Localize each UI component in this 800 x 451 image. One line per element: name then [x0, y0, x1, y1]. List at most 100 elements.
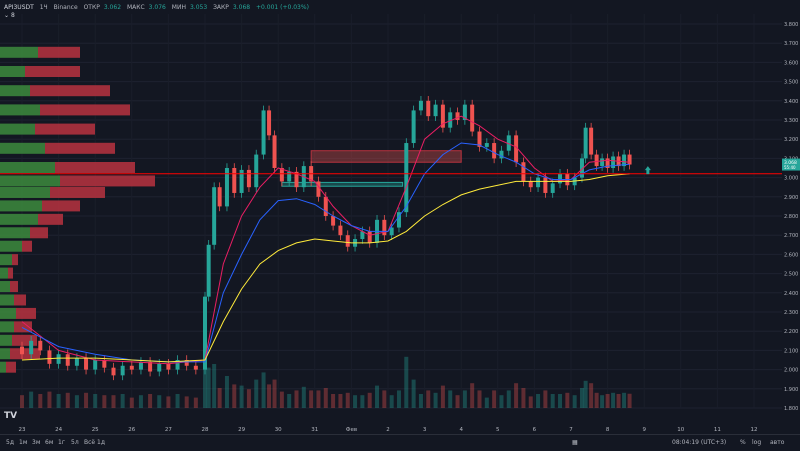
volume-bar — [367, 392, 372, 408]
volume-bar — [138, 395, 143, 408]
profile-up-bar — [0, 227, 30, 239]
y-tick-label: 3.600 — [784, 60, 798, 66]
profile-up-bar — [0, 213, 38, 225]
volume-bar — [492, 390, 497, 408]
volume-bar — [411, 379, 416, 408]
candle-body — [65, 354, 70, 366]
candle-body — [622, 154, 627, 167]
auto-toggle[interactable]: авто — [770, 439, 785, 446]
candle-body — [294, 171, 299, 188]
candle-body — [224, 168, 229, 207]
ma-blue-line — [21, 142, 630, 363]
y-tick-label: 1.900 — [784, 387, 798, 393]
profile-down-bar — [25, 66, 80, 77]
timeframe-button[interactable]: 1г — [58, 439, 65, 446]
volume-bar — [484, 397, 489, 408]
volume-bar — [594, 392, 599, 408]
volume-bar — [74, 395, 79, 408]
profile-up-bar — [0, 46, 38, 58]
tradingview-logo[interactable]: TV — [4, 411, 18, 421]
timeframe-button[interactable]: 5л — [71, 439, 79, 446]
volume-bar — [550, 394, 555, 408]
timeframe-button[interactable]: 6м — [45, 439, 54, 446]
clock-text[interactable]: 08:04:19 (UTC+3) — [672, 439, 727, 446]
volume-bar — [157, 395, 162, 408]
candle-body — [514, 135, 519, 163]
candle-body — [38, 340, 43, 351]
volume-bar — [239, 385, 244, 408]
calendar-icon[interactable]: ▦ — [572, 439, 578, 446]
profile-up-bar — [0, 348, 10, 360]
timeframe-button[interactable]: 3м — [32, 439, 41, 446]
x-tick-label: 7 — [569, 427, 573, 433]
candle-body — [93, 360, 98, 370]
timeframe-button[interactable]: 5д — [6, 439, 14, 446]
volume-bar — [440, 385, 445, 408]
percent-toggle[interactable]: % — [740, 439, 746, 446]
chevron-down-icon[interactable]: ⌄ — [4, 12, 10, 19]
volume-bar — [605, 394, 610, 408]
y-tick-label: 3.700 — [784, 41, 798, 47]
x-tick-label: 24 — [55, 427, 62, 433]
profile-up-bar — [0, 104, 40, 116]
volume-bar — [301, 386, 306, 408]
symbol[interactable]: API3USDT — [4, 4, 34, 11]
volume-bar — [514, 383, 519, 408]
profile-down-bar — [40, 104, 130, 116]
candle-body — [484, 143, 489, 147]
volume-bar — [499, 395, 504, 408]
volume-bar — [433, 392, 438, 408]
volume-bar — [212, 364, 217, 408]
candle-body — [138, 361, 143, 370]
high-label: МАКС — [126, 4, 145, 11]
candle-body — [261, 110, 266, 155]
candle-body — [84, 358, 89, 370]
timeframe-button[interactable]: Всё — [84, 439, 96, 446]
low-value: 3.053 — [189, 4, 208, 11]
volume-bar — [175, 394, 180, 408]
candle-body — [102, 360, 107, 368]
x-tick-label: 4 — [459, 427, 463, 433]
volume-bar — [129, 397, 134, 408]
close-label: ЗАКР — [213, 4, 229, 11]
timeframe-button[interactable]: 1м — [19, 439, 28, 446]
candle-body — [583, 127, 588, 159]
interval[interactable]: 1Ч — [39, 4, 48, 11]
candle-body — [528, 181, 533, 188]
candle-body — [331, 216, 336, 226]
indicator-legend[interactable]: ⌄ 8 — [4, 12, 15, 19]
volume-bar — [426, 390, 431, 408]
candle-body — [389, 227, 394, 236]
candle-body — [206, 244, 211, 297]
candle-body — [316, 181, 321, 197]
volume-bar — [148, 394, 153, 408]
candle-body — [74, 358, 79, 366]
profile-down-bar — [12, 254, 18, 266]
volume-bar — [616, 394, 621, 408]
volume-bar — [462, 390, 467, 408]
candle-body — [605, 158, 610, 168]
volume-bar — [272, 379, 277, 408]
candle-body — [184, 360, 189, 366]
volume-bar — [448, 390, 453, 408]
volume-bar — [224, 376, 229, 408]
profile-down-bar — [42, 200, 80, 212]
candle-body — [254, 154, 259, 188]
volume-bar — [506, 390, 511, 408]
volume-bar — [611, 392, 616, 408]
profile-up-bar — [0, 334, 12, 346]
candle-body — [279, 168, 284, 182]
volume-bar — [536, 394, 541, 408]
candle-body — [20, 346, 24, 355]
candles — [20, 96, 632, 381]
timeframe-button[interactable]: 1д — [97, 439, 105, 446]
profile-up-bar — [0, 123, 35, 135]
candle-body — [470, 104, 475, 132]
log-toggle[interactable]: log — [752, 439, 762, 446]
volume-bar — [389, 395, 394, 408]
price-chart[interactable]: 3.8003.7003.6003.5003.4003.3003.2003.100… — [0, 0, 800, 434]
volume-bar — [572, 395, 577, 408]
y-tick-label: 2.100 — [784, 348, 798, 354]
moving-averages — [21, 115, 630, 365]
